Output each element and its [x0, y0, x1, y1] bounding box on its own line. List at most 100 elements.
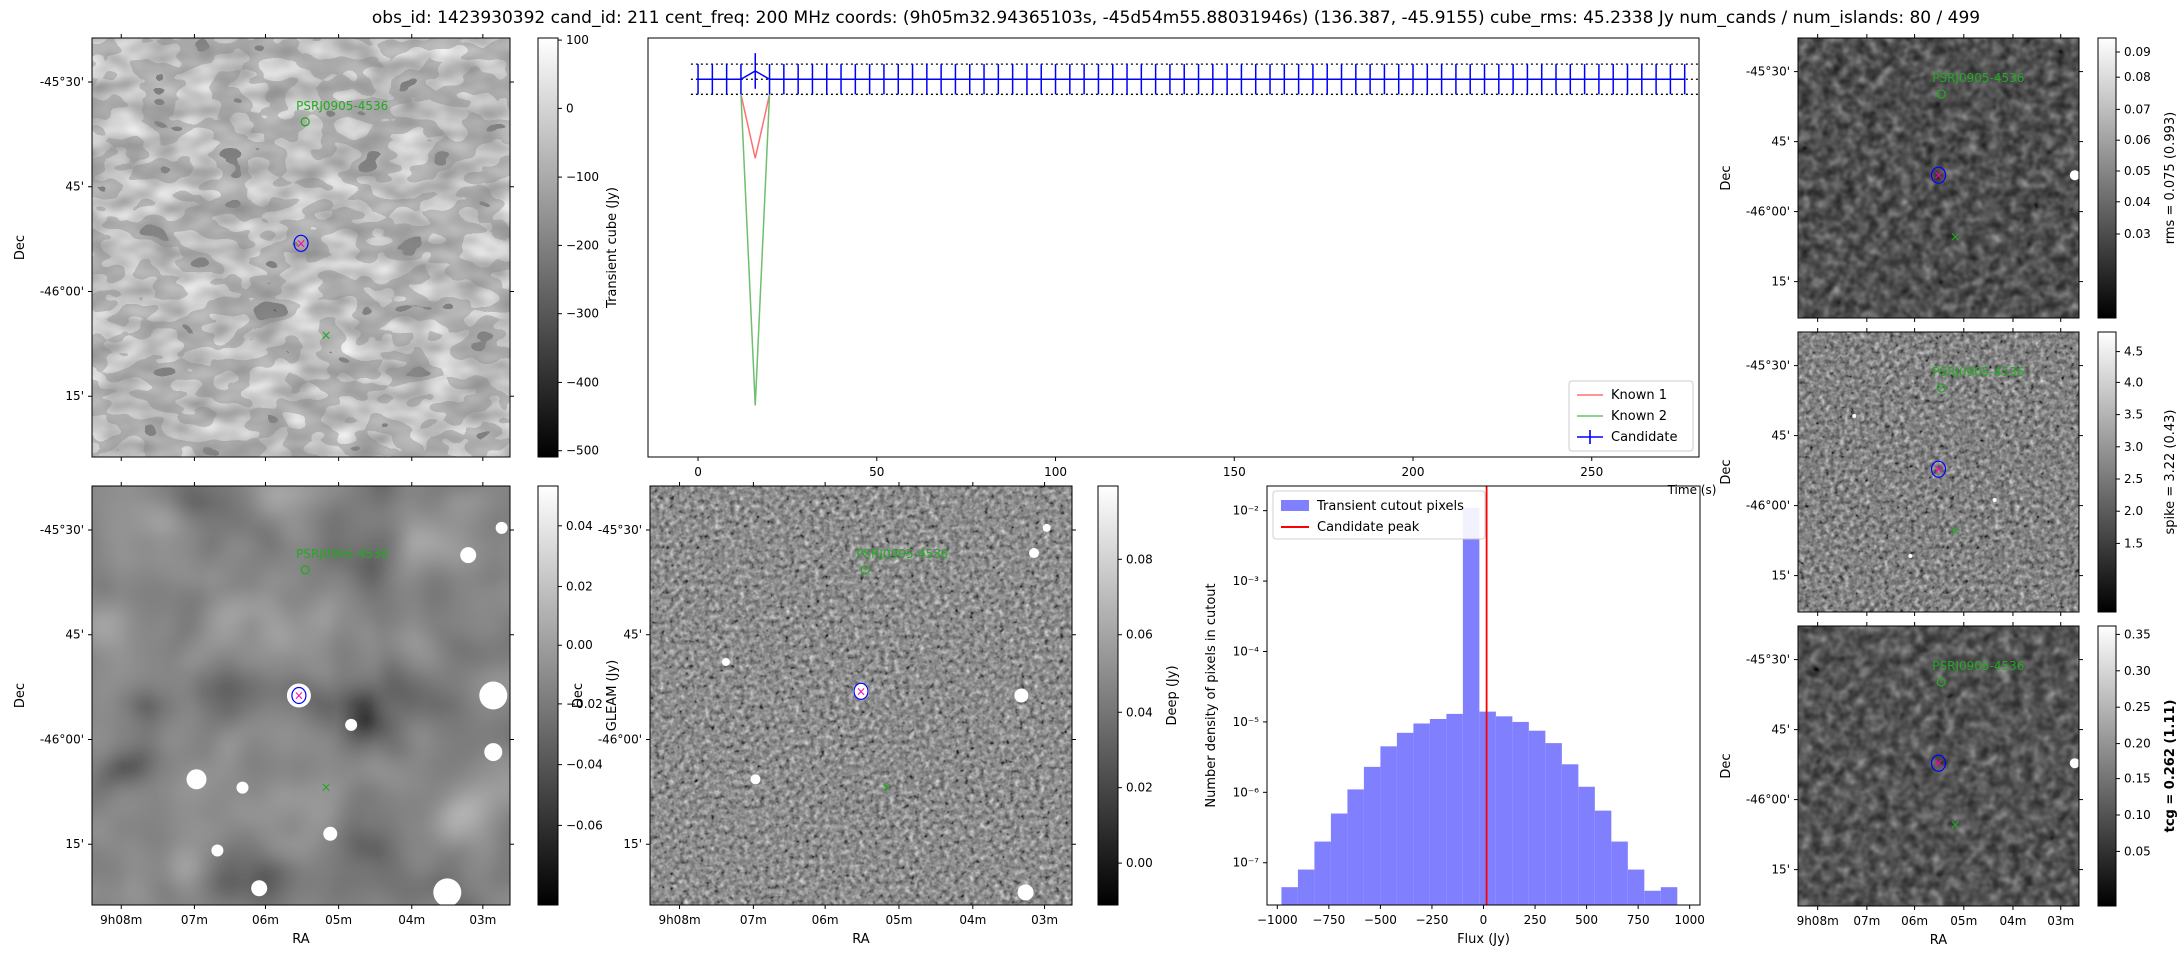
gleam-other-cross: × — [321, 781, 332, 796]
gleam-dec-tick-label: -46°00' — [40, 732, 84, 746]
histogram-legend-box — [1272, 490, 1486, 540]
spike-colorbar-tick-label: 3.5 — [2124, 408, 2143, 422]
tcg-image: × PSRJ0905-4536 × — [1798, 626, 2079, 906]
tcg-colorbar-tick-label: 0.25 — [2124, 700, 2151, 714]
spike-candidate-ellipse — [1930, 460, 1947, 478]
transient-frame — [91, 37, 511, 458]
histogram-y-tick-label: 10⁻⁵ — [1233, 715, 1260, 729]
deep-colorbar-tick-label: 0.06 — [1126, 628, 1153, 642]
deep-colorbar-tick-label: 0.02 — [1126, 781, 1153, 795]
rms-image: × PSRJ0905-4536 × — [1798, 38, 2079, 318]
transient-colorbar-tick-label: −400 — [566, 375, 599, 389]
gleam-colorbar-tick-label: 0.00 — [566, 638, 593, 652]
deep-dec-tick-label: -45°30' — [598, 523, 642, 537]
spike-other-cross: × — [1950, 524, 1961, 539]
histogram-bar — [1413, 723, 1430, 905]
figure-title: obs_id: 1423930392 cand_id: 211 cent_fre… — [372, 8, 1980, 28]
gleam-source-blob — [460, 547, 477, 564]
legend-label: Candidate peak — [1317, 520, 1420, 535]
histogram-bar — [1396, 732, 1414, 905]
transient-dec-tick-label: 15' — [65, 389, 84, 403]
spike-colorbar-tick-label: 3.0 — [2124, 440, 2143, 454]
deep-dec-label: Dec — [571, 683, 586, 708]
transient-colorbar-tick-label: −300 — [566, 307, 599, 321]
deep-other-cross: × — [881, 781, 892, 796]
rms-dec-tick-label: -45°30' — [1746, 65, 1790, 79]
rms-colorbar-tick-label: 0.06 — [2124, 133, 2151, 147]
tcg-colorbar-tick-label: 0.10 — [2124, 808, 2151, 822]
tcg-colorbar-tick-label: 0.20 — [2124, 737, 2151, 751]
transient-dec-tick-label: -46°00' — [40, 284, 84, 298]
gleam-source-circle — [300, 565, 310, 575]
spike-colorbar-gradient — [2097, 331, 2117, 613]
tcg-dec-tick-label: 15' — [1771, 863, 1790, 877]
gleam-candidate-ellipse — [291, 686, 307, 705]
legend-label: Known 1 — [1611, 388, 1667, 403]
tcg-dec-label: Dec — [1719, 753, 1734, 778]
spike-dec-tick-label: -45°30' — [1746, 359, 1790, 373]
tcg-ra-tick-label: 04m — [1999, 914, 2026, 928]
histogram-bar — [1297, 869, 1315, 905]
gleam-source-blob — [186, 769, 207, 790]
deep-candidate-marker: × — [856, 684, 866, 698]
deep-image: × PSRJ0905-4536 × — [650, 486, 1072, 905]
tcg-ra-tick-label: 05m — [1950, 914, 1977, 928]
gleam-candidate-blob — [286, 683, 311, 708]
histogram-x-tick-label: −500 — [1364, 913, 1397, 927]
lightcurve-x-tick-label: 200 — [1402, 465, 1425, 479]
tcg-ra-tick-label: 07m — [1853, 914, 1880, 928]
tcg-colorbar: 0.35 0.30 0.25 0.20 0.15 0.10 0.05 tcg = 0.262 … — [2097, 625, 2178, 907]
rms-frame — [1797, 37, 2080, 319]
tcg-colorbar-tick-label: 0.15 — [2124, 772, 2151, 786]
spike-colorbar-tick-label: 4.5 — [2124, 345, 2143, 359]
spike-colorbar-tick-label: 1.5 — [2124, 536, 2143, 550]
gleam-source-blob — [484, 743, 503, 762]
deep-ra-tick-label: 07m — [740, 913, 767, 927]
histogram-bar — [1495, 716, 1513, 905]
deep-source-blob — [1042, 523, 1051, 532]
lightcurve-legend: Known 1 Known 2 Candidate — [1568, 380, 1694, 452]
lightcurve-series-candidate — [697, 53, 1686, 95]
deep-dec-tick-label: 45' — [623, 628, 642, 642]
deep-candidate-ellipse — [853, 682, 869, 700]
gleam-colorbar-tick-label: 0.04 — [566, 519, 593, 533]
gleam-ra-tick-label: 03m — [469, 913, 496, 927]
deep-dec-tick-label: 15' — [623, 837, 642, 851]
transient-candidate-ellipse — [293, 234, 309, 252]
lightcurve-x-tick-label: 0 — [694, 465, 702, 479]
spike-panel: × PSRJ0905-4536 × -45°30' 45' -46°00' 15' Dec — [1719, 328, 2083, 616]
histogram-chart: −1000 −750 −500 −250 0 250 500 750 1000 Flux (Jy)… — [1204, 485, 1705, 947]
histogram-y-tick-label: 10⁻⁷ — [1233, 856, 1260, 870]
deep-dec-tick-label: -46°00' — [598, 732, 642, 746]
gleam-ra-label: RA — [292, 932, 310, 947]
transient-colorbar-tick-label: 0 — [566, 101, 574, 115]
transient-colorbar-label: Transient cube (Jy) — [605, 187, 620, 309]
transient-panel: × PSRJ0905-4536 × -45°30' 45' -46°00' 15' Dec — [13, 34, 514, 461]
rms-candidate-ellipse — [1930, 166, 1947, 184]
transient-colorbar-gradient — [537, 37, 559, 458]
rms-dec-label: Dec — [1719, 165, 1734, 190]
transient-candidate-marker: × — [296, 236, 306, 250]
transient-source-circle — [300, 117, 310, 127]
legend-swatch — [1281, 500, 1309, 511]
tcg-source-blob — [2069, 758, 2079, 769]
transient-image-texture — [92, 38, 510, 457]
spike-image: × PSRJ0905-4536 × — [1798, 332, 2079, 612]
spike-colorbar-tick-label: 2.0 — [2124, 504, 2143, 518]
histogram-x-tick-label: 1000 — [1674, 913, 1705, 927]
gleam-colorbar-gradient — [537, 485, 559, 906]
tcg-dec-tick-label: 45' — [1771, 723, 1790, 737]
histogram-bar — [1347, 789, 1364, 905]
transient-other-cross: × — [321, 328, 332, 343]
rms-image-texture — [1798, 38, 2079, 318]
histogram-x-tick-label: 750 — [1627, 913, 1650, 927]
gleam-source-blob — [345, 718, 358, 731]
rms-candidate-marker: × — [1933, 168, 1943, 182]
gleam-colorbar: 0.04 0.02 0.00 −0.02 −0.04 −0.06 GLEAM (Jy) — [537, 485, 620, 906]
tcg-colorbar-gradient — [2097, 625, 2117, 907]
histogram-bar — [1330, 813, 1348, 905]
deep-source-blob — [721, 657, 730, 666]
histogram-x-tick-label: −250 — [1415, 913, 1448, 927]
lightcurve-chart: 0 50 100 150 200 250 Time (s) Known 1 Known 2 Can… — [647, 37, 1716, 497]
gleam-colorbar-tick-label: 0.02 — [566, 580, 593, 594]
